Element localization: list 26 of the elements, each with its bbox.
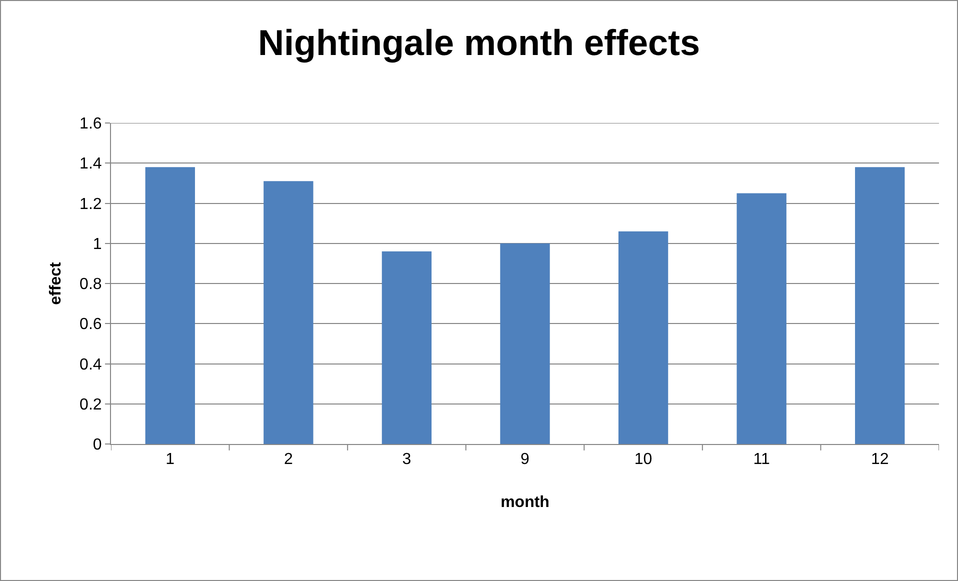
y-tick-label: 1.4 <box>80 156 102 173</box>
bar <box>264 181 314 444</box>
bar <box>500 243 550 444</box>
x-tick-label: 10 <box>634 451 652 468</box>
bar <box>618 231 668 444</box>
x-tick-label: 11 <box>753 451 770 468</box>
y-tick-label: 0.6 <box>80 316 102 334</box>
bar <box>736 193 786 444</box>
x-tick-label: 1 <box>166 451 175 468</box>
x-tick-label: 3 <box>402 451 412 468</box>
x-axis-title: month <box>500 494 550 511</box>
y-axis-title: effect <box>47 261 64 305</box>
y-tick-label: 0.4 <box>80 356 102 374</box>
x-tick-label: 9 <box>520 451 530 468</box>
bar <box>855 167 905 444</box>
bar <box>145 167 195 444</box>
chart-title: Nightingale month effects <box>258 22 700 64</box>
y-tick-label: 1.6 <box>80 116 102 133</box>
y-tick-label: 1.2 <box>80 196 102 213</box>
x-tick-label: 2 <box>284 451 293 468</box>
y-tick-label: 0 <box>92 436 102 454</box>
bar <box>382 251 432 444</box>
y-tick-label: 0.2 <box>80 396 102 414</box>
y-tick-label: 1 <box>92 236 102 253</box>
x-tick-label: 12 <box>870 451 889 468</box>
y-tick-label: 0.8 <box>80 276 102 294</box>
